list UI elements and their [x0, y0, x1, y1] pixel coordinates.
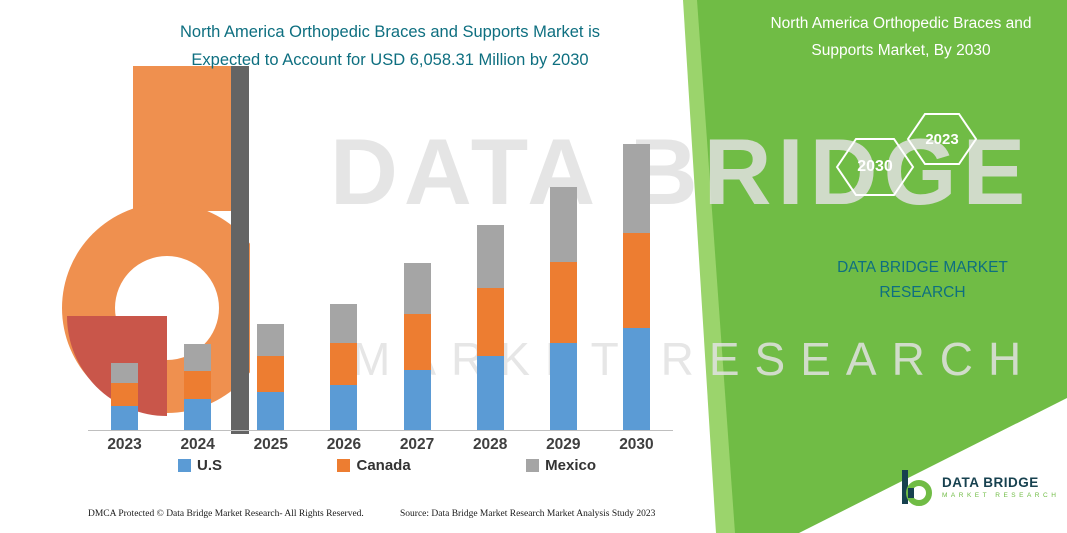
bar-segment-canada	[330, 342, 358, 385]
data-bridge-logo-text: DATA BRIDGE MARKET RESEARCH	[942, 475, 1059, 499]
legend-item-mexico: Mexico	[526, 457, 596, 474]
x-axis-label-2028: 2028	[472, 436, 508, 453]
panel-title-line2: Supports Market, By 2030	[811, 42, 991, 60]
stacked-bar-chart	[88, 100, 673, 431]
x-axis-label-2027: 2027	[399, 436, 435, 453]
bar-segment-mexico	[111, 362, 139, 384]
watermark-text-line2: MARKET RESEARCH	[352, 333, 1037, 385]
bar-segment-canada	[257, 356, 285, 392]
legend-label: Canada	[356, 457, 411, 474]
page-title: North America Orthopedic Braces and Supp…	[60, 18, 720, 74]
x-axis-label-2029: 2029	[546, 436, 581, 453]
bar-2027	[403, 262, 431, 430]
bar-segment-canada	[184, 370, 212, 399]
bar-2024	[184, 344, 212, 430]
bar-2025	[257, 323, 285, 430]
bar-2030	[622, 144, 650, 430]
data-bridge-logo: DATA BRIDGE MARKET RESEARCH	[898, 468, 1059, 506]
bar-2023	[111, 362, 139, 430]
brand-text-line2: RESEARCH	[879, 283, 966, 301]
bar-2026	[330, 304, 358, 430]
legend-swatch	[526, 459, 540, 472]
bar-segment-u-s	[476, 356, 504, 430]
panel-title-line1: North America Orthopedic Braces and	[770, 15, 1032, 32]
bar-segment-mexico	[330, 304, 358, 343]
bar-segment-mexico	[476, 224, 504, 288]
x-axis-label-2026: 2026	[326, 436, 362, 453]
bar-segment-canada	[622, 232, 650, 329]
logo-name: DATA BRIDGE	[942, 475, 1039, 490]
bar-segment-u-s	[184, 398, 212, 430]
x-axis-label-2023: 2023	[107, 436, 142, 453]
hexagon-2023	[906, 113, 978, 165]
logo-subtitle: MARKET RESEARCH	[942, 492, 1060, 499]
legend-item-u-s: U.S	[178, 457, 222, 474]
data-bridge-logo-icon	[902, 470, 932, 506]
bar-segment-canada	[111, 383, 139, 406]
x-axis-labels: 2023 2024 2025 2026 2027 2028 2029 2030	[88, 436, 673, 454]
bar-2029	[549, 187, 577, 430]
x-axis-label-2030: 2030	[619, 436, 654, 453]
page-title-line2: Expected to Account for USD 6,058.31 Mil…	[191, 51, 589, 70]
hexagon-label-2030: 2030	[857, 158, 893, 175]
bar-segment-mexico	[403, 262, 431, 315]
bar-segment-mexico	[549, 187, 577, 263]
source-notice: Source: Data Bridge Market Research Mark…	[400, 509, 656, 519]
hexagon-outlines	[835, 113, 978, 196]
bar-2028	[476, 224, 504, 430]
bar-segment-mexico	[184, 344, 212, 371]
x-axis-label-2024: 2024	[180, 436, 215, 453]
bar-segment-canada	[549, 262, 577, 344]
bar-segment-u-s	[257, 391, 285, 430]
dmca-notice: DMCA Protected © Data Bridge Market Rese…	[88, 509, 364, 519]
legend-swatch	[337, 459, 351, 472]
panel-title: North America Orthopedic Braces and Supp…	[742, 10, 1060, 64]
page-title-line1: North America Orthopedic Braces and Supp…	[179, 23, 601, 41]
bar-segment-mexico	[257, 323, 285, 357]
bar-segment-mexico	[622, 144, 650, 233]
bar-segment-u-s	[330, 384, 358, 430]
hexagon-2030	[835, 138, 915, 196]
bar-segment-u-s	[111, 405, 139, 430]
bar-segment-u-s	[622, 328, 650, 430]
bar-segment-u-s	[549, 343, 577, 430]
brand-text-line1: DATA BRIDGE MARKET	[837, 259, 1008, 276]
chart-legend: U.S Canada Mexico	[178, 457, 596, 474]
bar-segment-u-s	[403, 370, 431, 430]
bar-segment-canada	[403, 314, 431, 371]
green-panel	[697, 0, 1067, 533]
brand-text: DATA BRIDGE MARKET RESEARCH	[790, 256, 1055, 306]
legend-label: Mexico	[545, 457, 596, 474]
legend-swatch	[178, 459, 191, 472]
hexagon-label-2023: 2023	[925, 131, 959, 148]
bar-segment-canada	[476, 287, 504, 357]
legend-label: U.S	[197, 457, 223, 474]
legend-item-canada: Canada	[337, 457, 411, 474]
chart-plot-area	[88, 100, 673, 430]
x-axis-label-2025: 2025	[253, 436, 289, 453]
